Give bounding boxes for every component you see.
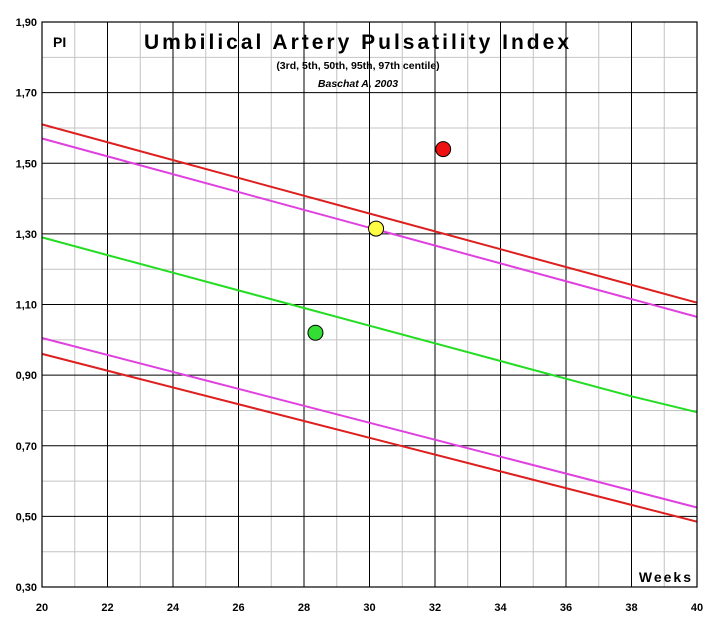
y-tick-label: 0,50 <box>16 511 37 523</box>
y-tick-label: 1,70 <box>16 88 37 100</box>
y-tick-label: 0,90 <box>16 370 37 382</box>
x-tick-label: 26 <box>232 602 244 614</box>
centile-line-3 <box>41 236 698 414</box>
y-tick-label: 0,70 <box>16 441 37 453</box>
x-tick-labels: 20 22 24 26 28 30 32 34 36 38 40 <box>36 602 703 614</box>
x-tick-label: 36 <box>560 602 572 614</box>
y-tick-label: 1,30 <box>16 229 37 241</box>
x-tick-label: 20 <box>36 602 48 614</box>
y-tick-label: 1,90 <box>16 17 37 29</box>
x-tick-label: 28 <box>298 602 310 614</box>
centile-line-5 <box>41 352 698 523</box>
x-tick-label: 32 <box>429 602 441 614</box>
centile-line-4 <box>41 337 698 509</box>
plot-border <box>41 21 698 588</box>
y-tick-labels: 0,30 0,50 0,70 0,90 1,10 1,30 1,50 1,70 1,90 <box>16 17 37 594</box>
data-point-2 <box>368 220 385 237</box>
chart-subtitle: (3rd, 5th, 50th, 95th, 97th centile) <box>276 60 439 72</box>
data-point-1 <box>435 141 452 158</box>
series-layer <box>41 123 698 523</box>
y-tick-label: 1,10 <box>16 300 37 312</box>
points-layer <box>307 141 452 341</box>
x-tick-label: 38 <box>625 602 637 614</box>
x-tick-label: 24 <box>167 602 180 614</box>
x-axis-label: Weeks <box>639 569 693 585</box>
chart-author: Baschat A, 2003 <box>318 78 398 90</box>
x-tick-label: 34 <box>494 602 507 614</box>
x-tick-label: 40 <box>691 602 703 614</box>
x-tick-label: 22 <box>101 602 113 614</box>
chart-title: Umbilical Artery Pulsatility Index <box>144 31 572 54</box>
data-point-3 <box>307 324 324 341</box>
y-axis-label: PI <box>53 34 66 50</box>
x-tick-label: 30 <box>363 602 375 614</box>
y-tick-label: 1,50 <box>16 158 37 170</box>
centile-line-1 <box>41 123 698 304</box>
y-tick-label: 0,30 <box>16 582 37 594</box>
